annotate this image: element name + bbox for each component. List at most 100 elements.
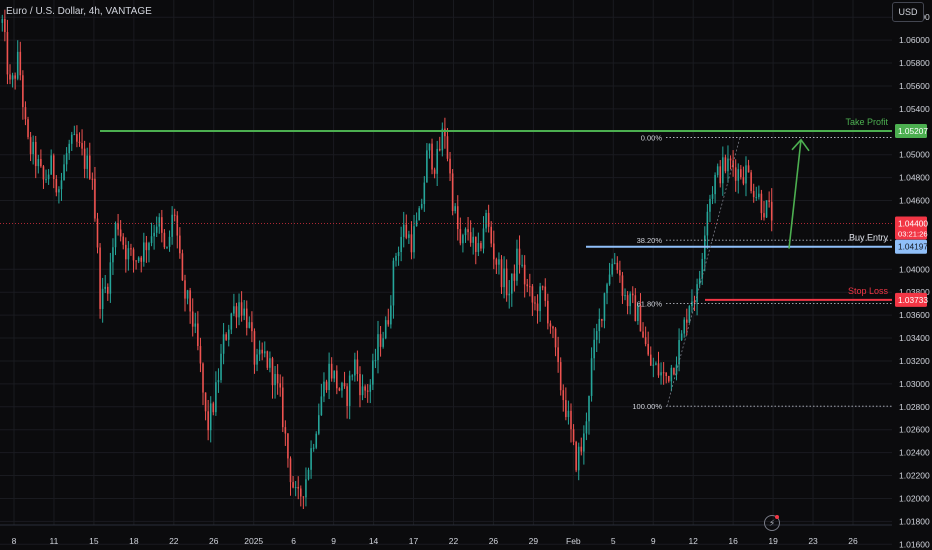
candle-body [580, 446, 583, 452]
candle-body [222, 334, 225, 354]
candle-body [382, 338, 384, 347]
candle-body [179, 235, 181, 254]
candle-body [379, 334, 382, 347]
y-tick-label: 1.01600 [899, 539, 930, 549]
candle-body [521, 264, 523, 266]
candle-body [474, 236, 477, 252]
candle-body [413, 226, 415, 253]
candle-body [685, 319, 688, 323]
y-tick-label: 1.03000 [899, 379, 930, 389]
candle-body [402, 224, 405, 237]
lightning-icon[interactable]: ⚡ [764, 515, 780, 531]
candle-body [245, 308, 248, 328]
candle-body [318, 415, 320, 434]
candle-body [557, 347, 559, 363]
candle-body [197, 323, 199, 347]
candle-body [215, 382, 217, 413]
candle-body [444, 128, 446, 137]
candle-body [361, 386, 364, 396]
candle-body [161, 217, 163, 233]
candle-body [166, 246, 168, 248]
candle-body [498, 259, 500, 265]
fib-level-label: 61.80% [637, 300, 663, 309]
candle-body [529, 286, 531, 288]
candle-body [608, 274, 611, 285]
candle-body [243, 308, 245, 316]
candle-body [539, 286, 541, 312]
x-tick-label: 6 [291, 536, 296, 546]
candle-body [727, 158, 729, 172]
candle-body [562, 390, 565, 401]
candle-body [696, 284, 698, 303]
candle-body [199, 346, 202, 364]
candle-body [14, 75, 16, 79]
candle-body [16, 51, 19, 79]
candle-body [706, 211, 709, 236]
candle-body [65, 153, 68, 165]
candle-body [83, 148, 86, 169]
candle-body [73, 134, 76, 136]
candle-body [117, 223, 119, 230]
x-tick-label: 16 [728, 536, 738, 546]
y-tick-label: 1.04800 [899, 173, 930, 183]
candle-body [456, 206, 459, 230]
candle-body [140, 257, 143, 262]
candle-body [415, 220, 418, 227]
candle-body [390, 305, 392, 325]
symbol-title[interactable]: Euro / U.S. Dollar, 4h, VANTAGE [6, 6, 152, 17]
y-tick-label: 1.02800 [899, 402, 930, 412]
candle-body [27, 119, 29, 138]
currency-button[interactable]: USD [892, 2, 924, 22]
candle-body [631, 293, 634, 296]
x-tick-label: 2025 [244, 536, 263, 546]
candle-body [516, 248, 518, 281]
candle-body [366, 390, 369, 392]
candle-body [336, 370, 338, 389]
candle-body [34, 141, 37, 167]
candle-body [451, 173, 454, 212]
y-tick-label: 1.02000 [899, 493, 930, 503]
take-profit-price-tag-text: 1.05207 [898, 126, 928, 136]
candle-body [132, 249, 135, 261]
take-profit-label: Take Profit [845, 117, 888, 127]
buy-entry-price-tag [895, 239, 927, 254]
candle-body [634, 295, 637, 321]
y-tick-label: 1.04600 [899, 196, 930, 206]
candle-body [621, 275, 624, 296]
candle-body [377, 334, 379, 361]
candle-body [701, 258, 704, 279]
candle-body [603, 293, 606, 321]
candle-body [204, 392, 207, 412]
candle-body [487, 212, 490, 227]
candle-body [94, 178, 96, 219]
candle-body [534, 302, 536, 304]
candle-body [109, 262, 112, 294]
stop-loss-label: Stop Loss [848, 286, 889, 296]
candle-body [588, 395, 590, 422]
candle-body [96, 218, 99, 248]
candle-body [577, 446, 580, 471]
candle-body [747, 165, 750, 173]
candle-body [734, 167, 737, 181]
candle-body [716, 166, 719, 176]
candle-body [227, 329, 230, 340]
candle-body [266, 351, 269, 368]
candle-body [24, 107, 27, 120]
candle-body [233, 306, 235, 314]
candle-body [426, 150, 428, 183]
candle-body [423, 182, 426, 205]
candle-body [670, 367, 673, 382]
candle-body [644, 337, 647, 344]
candle-body [91, 178, 94, 180]
candle-body [740, 169, 742, 178]
candle-body [181, 253, 184, 281]
candle-body [176, 215, 179, 236]
x-tick-label: 9 [331, 536, 336, 546]
x-tick-label: 26 [489, 536, 499, 546]
candle-body [328, 363, 330, 391]
candle-body [724, 157, 727, 172]
candle-body [114, 223, 117, 248]
candle-body [359, 373, 361, 396]
